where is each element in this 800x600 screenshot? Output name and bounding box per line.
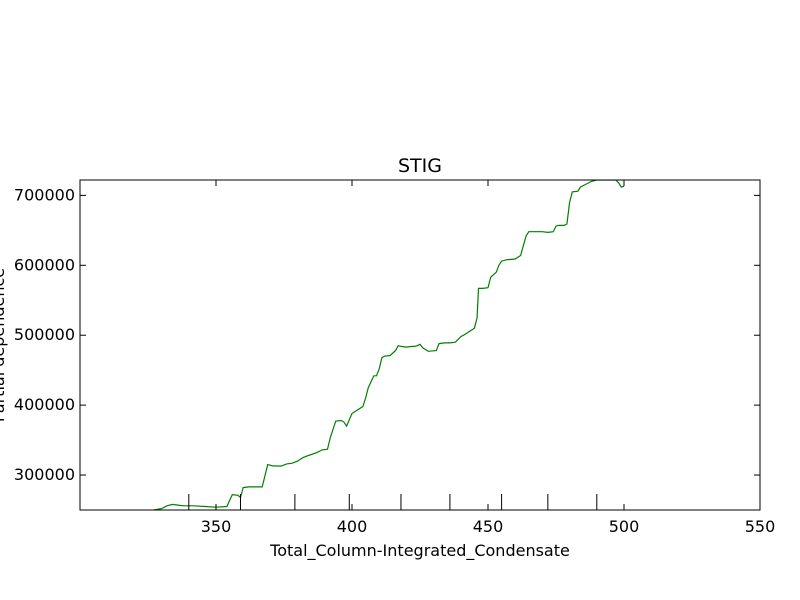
x-tick-label: 350	[201, 517, 232, 536]
x-tick-label: 450	[473, 517, 504, 536]
y-tick-label: 500000	[14, 325, 75, 344]
x-axis-label: Total_Column-Integrated_Condensate	[269, 541, 570, 561]
y-tick-label: 300000	[14, 465, 75, 484]
x-tick-label: 400	[337, 517, 368, 536]
y-axis-label: Partial dependence	[0, 268, 8, 422]
series-line-0	[153, 180, 625, 510]
y-tick-label: 400000	[14, 395, 75, 414]
x-tick-label: 500	[609, 517, 640, 536]
y-tick-label: 700000	[14, 185, 75, 204]
x-tick-label: 550	[745, 517, 776, 536]
chart-title: STIG	[398, 155, 442, 177]
y-tick-label: 600000	[14, 255, 75, 274]
plot-frame	[79, 179, 761, 511]
